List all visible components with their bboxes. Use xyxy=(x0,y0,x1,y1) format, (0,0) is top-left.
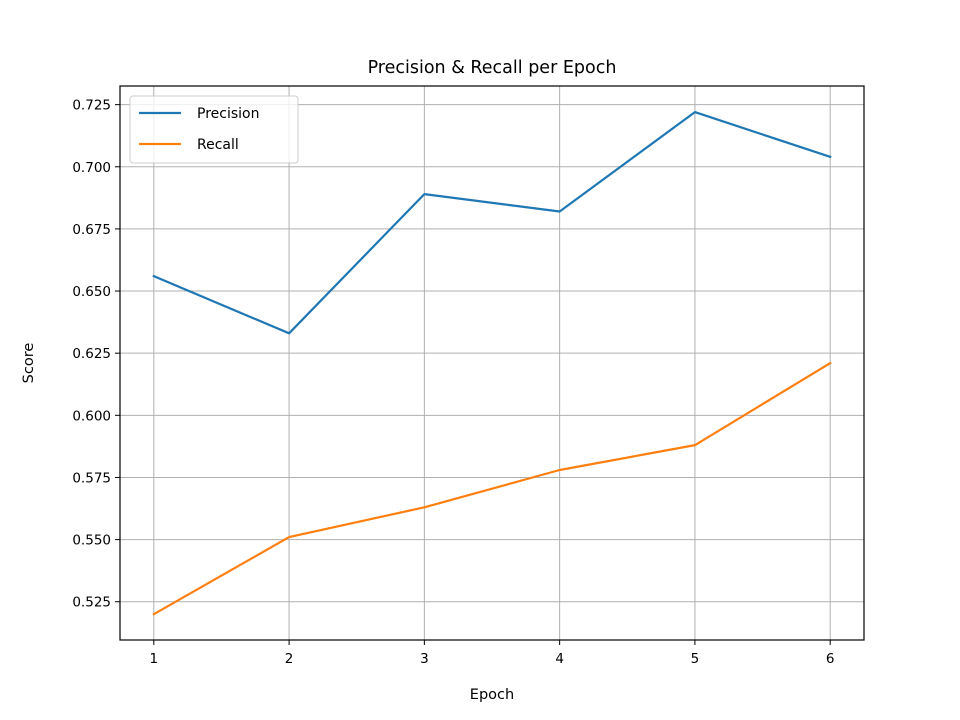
series-line-recall xyxy=(152,361,832,616)
x-tick-label: 5 xyxy=(691,651,700,667)
legend: Precision Recall xyxy=(129,95,299,164)
x-tick-label: 1 xyxy=(150,651,159,667)
series-line-precision xyxy=(152,110,832,335)
x-axis-ticks: 1 2 3 4 5 6 xyxy=(150,640,835,667)
plot-frame xyxy=(119,85,865,641)
y-tick-label: 0.525 xyxy=(72,595,111,611)
y-tick-label: 0.550 xyxy=(72,533,111,549)
y-tick-label: 0.725 xyxy=(72,98,111,114)
series-lines xyxy=(152,110,832,616)
legend-label-precision: Precision xyxy=(197,106,259,122)
x-tick-label: 4 xyxy=(555,651,564,667)
x-tick-label: 6 xyxy=(826,651,835,667)
y-tick-label: 0.700 xyxy=(72,160,111,176)
y-axis-title: Score xyxy=(21,343,37,384)
x-tick-label: 3 xyxy=(420,651,429,667)
y-tick-label: 0.600 xyxy=(72,408,111,424)
grid xyxy=(120,86,864,640)
y-tick-label: 0.625 xyxy=(72,346,111,362)
x-axis-title: Epoch xyxy=(470,687,514,703)
x-tick-label: 2 xyxy=(285,651,294,667)
legend-label-recall: Recall xyxy=(197,137,239,153)
y-tick-label: 0.650 xyxy=(72,284,111,300)
chart-title: Precision & Recall per Epoch xyxy=(368,58,617,78)
y-axis-ticks: 0.525 0.550 0.575 0.600 0.625 0.650 0.675 0.700… xyxy=(72,98,120,611)
y-tick-label: 0.575 xyxy=(72,470,111,486)
y-tick-label: 0.675 xyxy=(72,222,111,238)
